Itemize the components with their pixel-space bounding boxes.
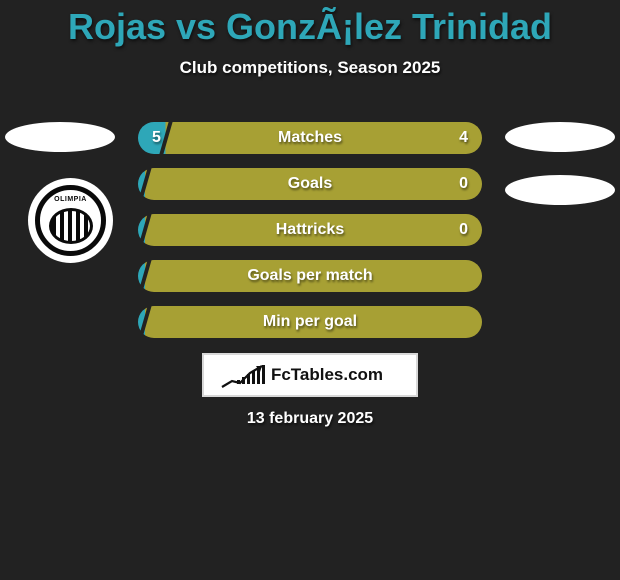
bar-label: Goals per match <box>247 267 372 285</box>
stat-bar: Min per goal <box>138 306 482 338</box>
player-left-oval <box>5 122 115 152</box>
club-badge-label: OLIMPIA <box>54 196 87 203</box>
bar-slash-icon <box>138 214 151 246</box>
logo-bars-icon <box>237 366 265 384</box>
logo-bar-icon <box>252 371 255 384</box>
bar-value-right: 4 <box>459 129 468 147</box>
bar-label: Goals <box>288 175 332 193</box>
player-right-oval-2 <box>505 175 615 205</box>
logo-bar-icon <box>247 374 250 384</box>
club-badge-inner: OLIMPIA <box>35 185 106 256</box>
bar-value-right: 0 <box>459 175 468 193</box>
bar-slash-icon <box>138 306 151 338</box>
stat-bar: Goals 0 <box>138 168 482 200</box>
bar-label: Matches <box>278 129 342 147</box>
logo-bar-icon <box>257 368 260 384</box>
page-title: Rojas vs GonzÃ¡lez Trinidad <box>0 0 620 48</box>
bar-slash-icon <box>138 260 151 292</box>
bar-value-left: 5 <box>152 129 161 147</box>
club-badge-stripes-icon <box>49 208 93 244</box>
logo-bar-icon <box>237 380 240 384</box>
stat-bars: 5 Matches 4 Goals 0 Hattricks 0 Goals per match… <box>138 122 482 352</box>
subtitle: Club competitions, Season 2025 <box>0 58 620 78</box>
stat-bar: 5 Matches 4 <box>138 122 482 154</box>
bar-label: Min per goal <box>263 313 357 331</box>
logo-bar-icon <box>242 377 245 384</box>
date-text: 13 february 2025 <box>0 410 620 428</box>
bar-slash-icon <box>138 168 151 200</box>
bar-label: Hattricks <box>276 221 344 239</box>
stat-bar: Goals per match <box>138 260 482 292</box>
club-badge: OLIMPIA <box>28 178 113 263</box>
logo-bar-icon <box>262 365 265 384</box>
stat-bar: Hattricks 0 <box>138 214 482 246</box>
bar-value-right: 0 <box>459 221 468 239</box>
player-right-oval-1 <box>505 122 615 152</box>
fctables-logo: FcTables.com <box>202 353 418 397</box>
logo-text: FcTables.com <box>271 365 383 385</box>
